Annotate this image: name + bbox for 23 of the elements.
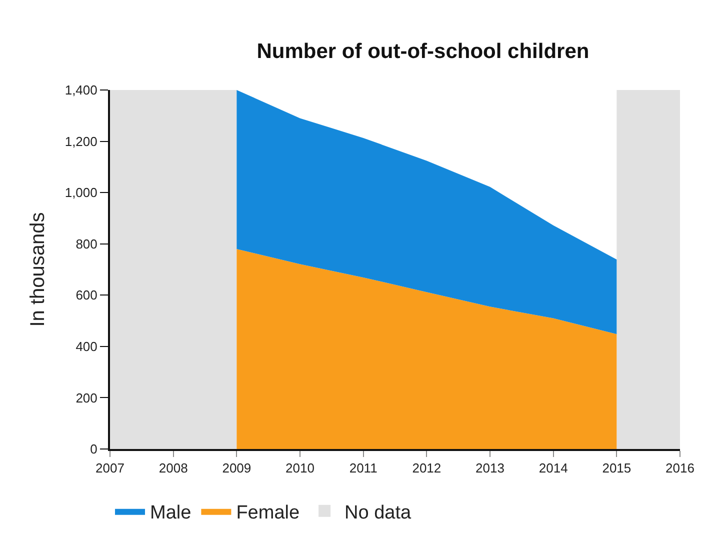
y-tick-label: 800	[76, 236, 98, 252]
x-tick-label: 2016	[666, 460, 694, 476]
x-tick-label: 2014	[538, 460, 568, 476]
x-tick-label: 2012	[412, 460, 442, 476]
x-tick-label: 2013	[476, 460, 504, 476]
x-tick-label: 2011	[349, 460, 378, 476]
y-tick-label: 1,000	[64, 185, 98, 200]
y-tick-label: 400	[76, 338, 98, 354]
x-tick-label: 2015	[602, 460, 632, 476]
x-tick-label: 2008	[158, 460, 188, 476]
y-tick-label: 0	[90, 442, 98, 457]
x-tick-label: 2010	[286, 460, 314, 476]
legend-label: Female	[236, 502, 300, 524]
legend-label: No data	[344, 502, 412, 524]
x-tick-label: 2009	[222, 460, 252, 476]
chart-title: Number of out-of-school children	[256, 40, 590, 64]
y-tick-label: 600	[76, 288, 98, 303]
y-axis-title: In thousands	[26, 212, 49, 327]
y-tick-label: 1,400	[64, 82, 98, 98]
y-tick-label: 200	[76, 390, 98, 406]
y-tick-label: 1,200	[64, 134, 98, 149]
legend-label: Male	[150, 502, 192, 524]
x-tick-label: 2007	[96, 460, 124, 476]
